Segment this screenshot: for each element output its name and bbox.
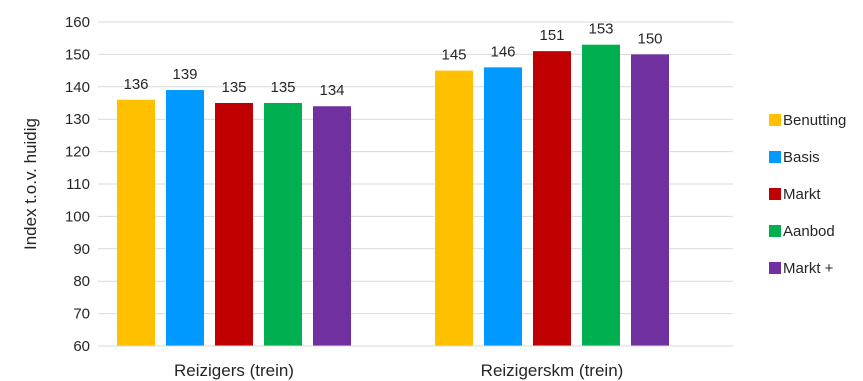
data-label: 136 (123, 76, 148, 93)
y-tick-label: 110 (66, 176, 90, 193)
y-axis-label: Index t.o.v. huidig (21, 118, 40, 250)
legend-swatch (769, 188, 781, 200)
data-label: 135 (270, 79, 295, 96)
bar (166, 90, 204, 346)
data-label: 150 (637, 30, 662, 47)
legend-entry: Markt (783, 186, 821, 203)
bar (484, 67, 522, 347)
bar (533, 51, 571, 346)
legend-entry: Benutting (783, 112, 846, 129)
bar (435, 70, 473, 346)
data-label: 151 (539, 27, 564, 44)
y-tick-label: 60 (73, 338, 90, 355)
data-label: 145 (441, 47, 466, 64)
data-label: 135 (221, 79, 246, 96)
y-tick-label: 140 (65, 79, 90, 96)
bar (215, 103, 253, 346)
data-label: 153 (588, 21, 613, 38)
y-tick-label: 80 (73, 273, 90, 290)
legend-swatch (769, 262, 781, 274)
legend-entry: Aanbod (783, 223, 835, 240)
bar (313, 106, 351, 347)
category-labels: Reizigers (trein) Reizigerskm (trein) (174, 361, 623, 380)
legend-entry: Basis (783, 149, 820, 166)
y-tick-label: 100 (65, 208, 90, 225)
y-tick-label: 120 (65, 144, 90, 161)
data-label: 139 (172, 66, 197, 83)
y-tick-label: 160 (65, 14, 90, 31)
y-axis-ticks: 60 70 80 90 100 110 120 130 140 150 160 (65, 14, 90, 355)
data-label: 146 (490, 43, 515, 60)
y-tick-label: 90 (73, 241, 90, 258)
bar (117, 99, 155, 346)
data-label: 134 (319, 82, 344, 99)
bar (264, 103, 302, 346)
y-tick-label: 70 (73, 306, 90, 323)
data-labels: 136 139 135 135 134 145 146 151 153 150 (123, 21, 662, 100)
legend-swatch (769, 151, 781, 163)
bar (582, 44, 620, 347)
bars (117, 44, 669, 347)
y-tick-label: 150 (65, 46, 90, 63)
legend-entry: Markt + (783, 260, 834, 277)
category-label: Reizigers (trein) (174, 361, 294, 380)
legend: Benutting Basis Markt Aanbod Markt + (769, 112, 846, 277)
category-label: Reizigerskm (trein) (481, 361, 624, 380)
y-tick-label: 130 (65, 111, 90, 128)
legend-swatch (769, 114, 781, 126)
legend-swatch (769, 225, 781, 237)
bar (631, 54, 669, 347)
